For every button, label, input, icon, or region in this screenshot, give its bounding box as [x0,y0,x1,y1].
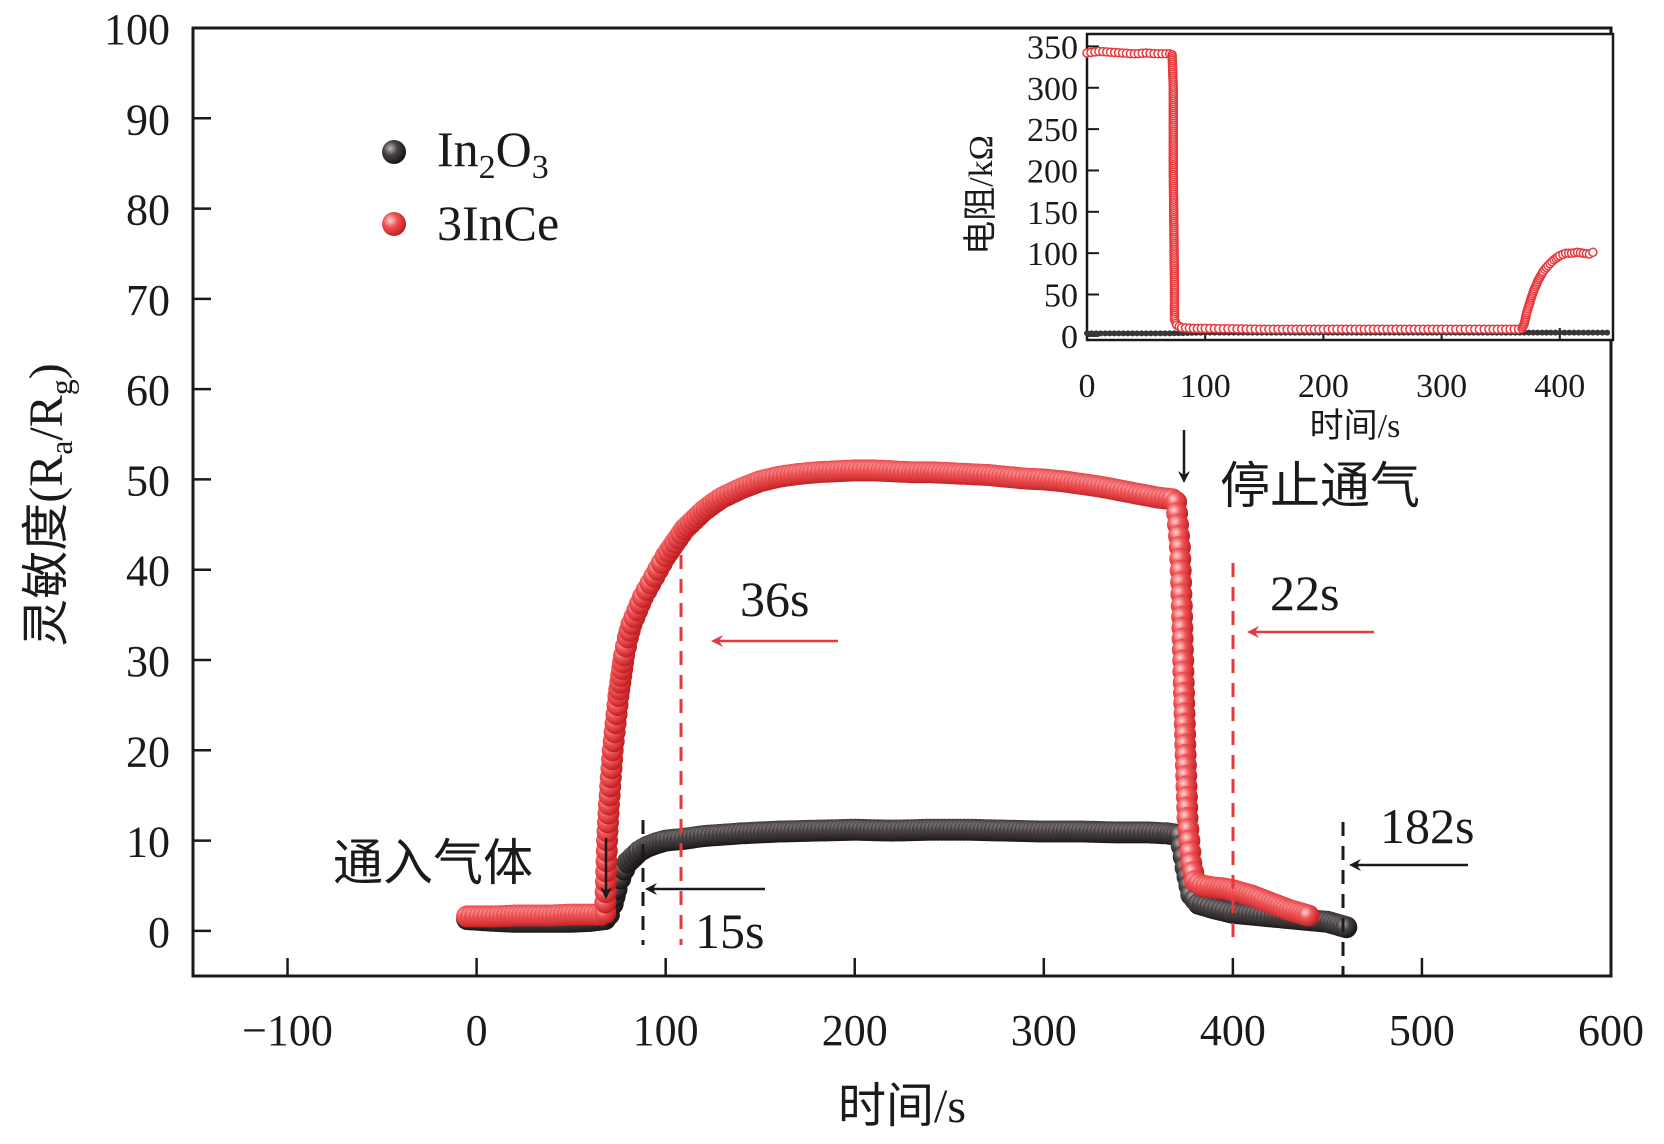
inset-data-point [1111,330,1118,337]
inset-data-point [1106,330,1113,337]
inset-axes-ticks: 0 100 200 300 400 0 50 100 150 200 250 300 350 [1027,29,1585,405]
annotation-t22: 22s [1270,565,1339,621]
main-y-tick-label: 100 [104,5,170,54]
inset-data-point [1539,329,1546,336]
inset-data-point [1525,329,1532,336]
main-y-tick-label: 50 [126,456,170,505]
inset-x-tick-label: 300 [1416,368,1467,405]
inset-data-point [1575,329,1582,336]
inset-y-tick-label: 50 [1044,278,1078,315]
inset-y-tick-label: 300 [1027,71,1078,108]
annotation-gas-in: 通入气体 [333,835,533,891]
inset-data-point [1124,330,1131,337]
inset-data-point [1097,330,1104,337]
inset-x-tick-label: 100 [1180,368,1231,405]
legend-marker-in2o3 [382,140,406,164]
inset-data-point [1171,330,1178,337]
main-y-tick-label: 20 [126,727,170,776]
main-x-axis-label: 时间/s [838,1080,966,1133]
inset-series-3InCe [1082,46,1598,334]
inset-x-axis-label: 时间/s [1310,408,1401,445]
main-x-tick-label: 0 [466,1006,488,1055]
inset-data-point [1138,330,1145,337]
inset-data-point [1166,330,1173,337]
inset-data-point [1143,330,1150,337]
main-y-tick-label: 60 [126,366,170,415]
main-series-layer [456,459,1358,939]
legend-marker-3ince [382,212,406,236]
main-y-tick-label: 30 [126,637,170,686]
annotations: 通入气体 停止通气 15s 36s 22s 182s [333,430,1474,975]
main-y-tick-label: 40 [126,547,170,596]
main-y-tick-label: 0 [148,908,170,957]
inset-data-point [1566,329,1573,336]
inset-y-tick-label: 0 [1061,319,1078,356]
main-x-tick-label: 400 [1200,1006,1266,1055]
main-x-tick-label: 200 [822,1006,888,1055]
main-y-tick-label: 90 [126,95,170,144]
inset-x-tick-label: 200 [1298,368,1349,405]
inset-y-tick-label: 100 [1027,236,1078,273]
legend: In2O3 3InCe [382,121,559,251]
main-y-tick-label: 10 [126,818,170,867]
inset-y-tick-label: 250 [1027,112,1078,149]
legend-label-3ince: 3InCe [437,195,559,251]
inset-data-point [1589,329,1596,336]
inset-data-point [1552,329,1559,336]
inset-series-layer [1082,46,1611,337]
inset-data-point [1088,330,1095,337]
main-data-point [1335,916,1358,939]
main-plot-frame [191,26,1613,978]
main-x-tick-label: 600 [1578,1006,1644,1055]
inset-data-point [1571,329,1577,336]
inset-x-tick-label: 400 [1534,368,1585,405]
annotation-t15: 15s [695,903,764,959]
annotation-gas-stop: 停止通气 [1220,458,1420,514]
inset-data-point [1543,329,1550,336]
inset-data-point [1585,329,1592,336]
inset-data-point [1534,329,1541,336]
inset-data-point [1594,329,1601,336]
main-y-axis-label: 灵敏度(Ra/Rg) [20,363,79,647]
inset-y-axis-label: 电阻/kΩ [962,135,1000,255]
inset-data-point [1129,330,1136,337]
inset-data-point [1102,330,1109,337]
inset-y-tick-label: 150 [1027,195,1078,232]
inset-data-point [1152,330,1159,337]
inset-data-point [1599,329,1606,336]
inset-data-point [1556,329,1563,336]
main-x-tick-label: 500 [1389,1006,1455,1055]
inset-data-point [1120,330,1127,337]
inset-data-point [1115,330,1122,337]
annotation-t36: 36s [740,571,809,627]
inset-y-tick-label: 350 [1027,29,1078,66]
inset-data-point [1134,330,1140,337]
inset-y-tick-label: 200 [1027,153,1078,190]
main-data-point [1297,904,1320,927]
inset-data-point [1561,329,1568,336]
legend-label-in2o3: In2O3 [437,121,549,186]
inset-data-point [1157,330,1164,337]
main-axes-ticks: −100 0 100 200 300 400 500 60001020304050607080… [104,5,1644,1055]
inset-data-point [1530,329,1537,336]
inset-data-point [1580,329,1587,336]
main-series-3InCe [456,459,1320,928]
inset-x-tick-label: 0 [1079,368,1096,405]
inset-data-point [1162,330,1168,337]
main-x-tick-label: −100 [242,1006,333,1055]
main-x-tick-label: 100 [633,1006,699,1055]
annotation-t182: 182s [1380,798,1474,854]
inset-data-point [1147,330,1154,337]
main-x-tick-label: 300 [1011,1006,1077,1055]
inset-data-point [1093,330,1100,337]
main-y-tick-label: 80 [126,186,170,235]
inset-data-point [1588,247,1598,258]
main-y-tick-label: 70 [126,276,170,325]
inset-data-point [1604,329,1611,336]
inset-data-point [1547,329,1554,336]
inset-data-point [1084,330,1090,337]
